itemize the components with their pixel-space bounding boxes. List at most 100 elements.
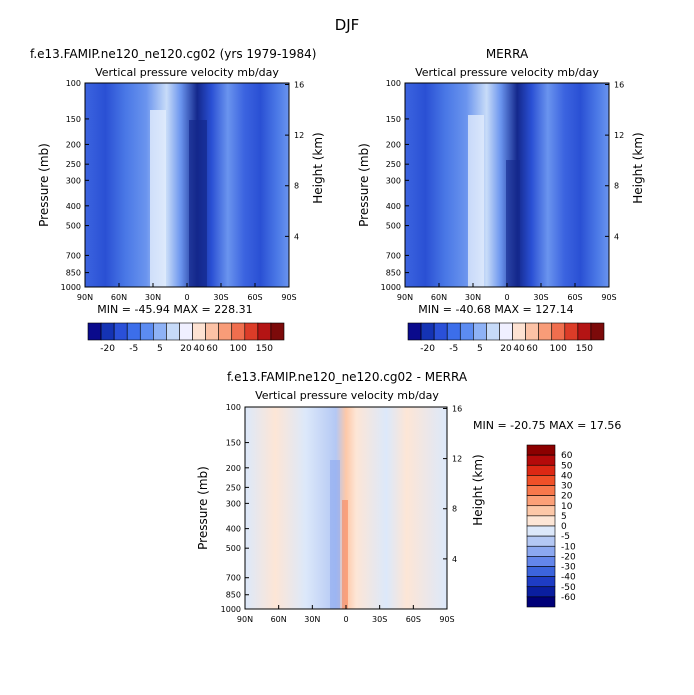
- panel-merra-axes: 90N 60N 30N 0 30S 60S 90S 100 150 200 250 300 400 500…: [381, 79, 625, 302]
- panel-model-colorbar-swatch: [205, 322, 219, 341]
- panel-diff-colorbar-swatch: [526, 464, 556, 476]
- panel-merra-subsidence-band: [468, 115, 484, 287]
- panel-model-ylabel: Pressure (mb): [37, 143, 51, 227]
- panel-model-y-tick-label: 100: [66, 79, 81, 88]
- panel-diff-x-tick-label: 60N: [271, 615, 287, 624]
- panel-model-subsidence-band: [150, 110, 166, 287]
- panel-diff-blue-anomaly: [330, 460, 340, 609]
- panel-model-colorbar-label: -20: [100, 344, 115, 354]
- panel-diff-colorbar-swatch: [526, 556, 556, 567]
- panel-merra-colorbar-swatch: [486, 322, 500, 341]
- panel-diff-colorbar-label: -30: [561, 563, 576, 573]
- panel-diff-colorbar-swatch: [526, 535, 556, 547]
- panel-merra-colorbar-label: 40: [513, 344, 525, 354]
- panel-model-colorbar-swatch: [166, 322, 180, 341]
- panel-model-y-tick-label: 150: [66, 115, 81, 124]
- panel-model-colorbar-swatch: [113, 322, 128, 341]
- panel-diff-y2-tick-label: 4: [452, 555, 457, 564]
- panel-merra-colorbar-swatch: [590, 322, 605, 341]
- panel-diff-x-tick-label: 60S: [406, 615, 421, 624]
- panel-merra-colorbar-swatch: [433, 322, 448, 341]
- panel-model-colorbar-swatch: [100, 322, 115, 341]
- panel-merra-colorbar-swatch: [551, 322, 566, 341]
- panel-merra-x-tick-label: 60S: [567, 293, 582, 302]
- panel-diff-y-tick-label: 400: [226, 525, 241, 534]
- panel-diff-colorbar-swatch: [526, 566, 556, 577]
- panel-diff-stats: MIN = -20.75 MAX = 17.56: [473, 419, 621, 432]
- panel-diff-y-tick-label: 300: [226, 499, 241, 508]
- panel-diff-title: f.e13.FAMIP.ne120_ne120.cg02 - MERRA: [227, 370, 468, 384]
- panel-diff-colorbar-label: 20: [561, 492, 573, 502]
- panel-merra-y-tick-label: 200: [386, 140, 401, 149]
- panel-merra-x-tick-label: 0: [504, 293, 509, 302]
- panel-model-colorbar-label: -5: [129, 344, 138, 354]
- panel-diff-colorbar-label: -10: [561, 542, 576, 552]
- panel-model-colorbar: -20 -5 5 20 40 60 100 150: [87, 322, 285, 354]
- panel-diff-colorbar-swatch: [526, 444, 556, 456]
- panel-diff-y2-tick-label: 16: [452, 404, 462, 413]
- panel-diff-y-tick-label: 1000: [221, 605, 241, 614]
- panel-merra-colorbar-label: 100: [550, 344, 567, 354]
- panel-model-x-tick-label: 90N: [77, 293, 93, 302]
- panel-model-colorbar-label: 150: [256, 344, 273, 354]
- panel-merra-x-tick-label: 30N: [465, 293, 481, 302]
- panel-model-colorbar-swatch: [153, 322, 167, 341]
- panel-diff-colorbar-label: 50: [561, 461, 573, 471]
- panel-diff-y2label: Height (km): [471, 454, 485, 525]
- panel-diff-colorbar-label: 60: [561, 451, 573, 461]
- panel-merra-y-tick-label: 150: [386, 115, 401, 124]
- panel-merra-colorbar-label: -20: [420, 344, 435, 354]
- panel-model-y2-tick-label: 16: [294, 80, 304, 89]
- panel-diff-colorbar-label: 40: [561, 471, 573, 481]
- panel-model-y-tick-label: 200: [66, 140, 81, 149]
- panel-model-x-tick-label: 60S: [247, 293, 262, 302]
- panel-model-colorbar-swatch: [126, 322, 141, 341]
- panel-model-colorbar-swatch: [218, 322, 233, 341]
- panel-diff-y-tick-label: 850: [226, 591, 241, 600]
- panel-merra-y2label: Height (km): [631, 132, 645, 203]
- panel-model-y2-tick-label: 8: [294, 182, 299, 191]
- panel-model-x-tick-label: 90S: [281, 293, 296, 302]
- panel-merra-y-tick-label: 100: [386, 79, 401, 88]
- panel-diff-colorbar-swatch: [526, 596, 556, 608]
- panel-diff-y-tick-label: 200: [226, 464, 241, 473]
- panel-merra-x-tick-label: 90S: [601, 293, 616, 302]
- panel-diff-subtitle: Vertical pressure velocity mb/day: [255, 389, 439, 402]
- panel-model-colorbar-label: 20: [180, 344, 192, 354]
- panel-model-title: f.e13.FAMIP.ne120_ne120.cg02 (yrs 1979-1…: [30, 47, 317, 61]
- panel-diff-colorbar-label: -60: [561, 593, 576, 603]
- panel-model-y-tick-label: 700: [66, 251, 81, 260]
- panel-model-colorbar-swatch: [257, 322, 272, 341]
- panel-model-colorbar-label: 5: [157, 344, 163, 354]
- panel-merra-y-tick-label: 250: [386, 160, 401, 169]
- panel-merra-colorbar-swatch: [407, 322, 422, 341]
- panel-merra-y-tick-label: 400: [386, 202, 401, 211]
- panel-model-plot-area: [85, 83, 289, 287]
- panel-diff-axes: 90N 60N 30N 0 30S 60S 90S 100 150 200 250 300 400 500…: [221, 403, 463, 624]
- panel-merra-y-tick-label: 1000: [381, 283, 401, 292]
- panel-merra-y2-tick-label: 12: [614, 131, 624, 140]
- panel-model-colorbar-swatch: [244, 322, 259, 341]
- panel-diff-colorbar-swatch: [526, 495, 556, 507]
- panel-diff-colorbar-label: 10: [561, 502, 573, 512]
- panel-merra-y2-tick-label: 4: [614, 232, 619, 241]
- panel-diff-colorbar-label: -50: [561, 583, 576, 593]
- panel-model-colorbar-label: 40: [193, 344, 205, 354]
- panel-diff-colorbar-swatch: [526, 454, 556, 466]
- panel-model-x-tick-label: 60N: [111, 293, 127, 302]
- panel-model-axes: 90N 60N 30N 0 30S 60S 90S 100 150 200 250 300 400 500…: [61, 79, 305, 302]
- panel-merra-deep-ascent-band: [506, 160, 520, 287]
- panel-merra-colorbar-swatch: [473, 322, 487, 341]
- panel-merra-stats: MIN = -40.68 MAX = 127.14: [418, 303, 573, 316]
- panel-model-colorbar-swatch: [139, 322, 154, 341]
- panel-model-y2-tick-label: 12: [294, 131, 304, 140]
- panel-model-stats: MIN = -45.94 MAX = 228.31: [97, 303, 252, 316]
- panel-model-colorbar-swatch: [179, 322, 193, 341]
- panel-diff-x-tick-label: 90N: [237, 615, 253, 624]
- panel-merra-colorbar-swatch: [512, 322, 526, 341]
- panel-merra-colorbar-swatch: [420, 322, 435, 341]
- panel-diff: f.e13.FAMIP.ne120_ne120.cg02 - MERRA Ver…: [196, 370, 621, 624]
- panel-model-colorbar-label: 100: [230, 344, 247, 354]
